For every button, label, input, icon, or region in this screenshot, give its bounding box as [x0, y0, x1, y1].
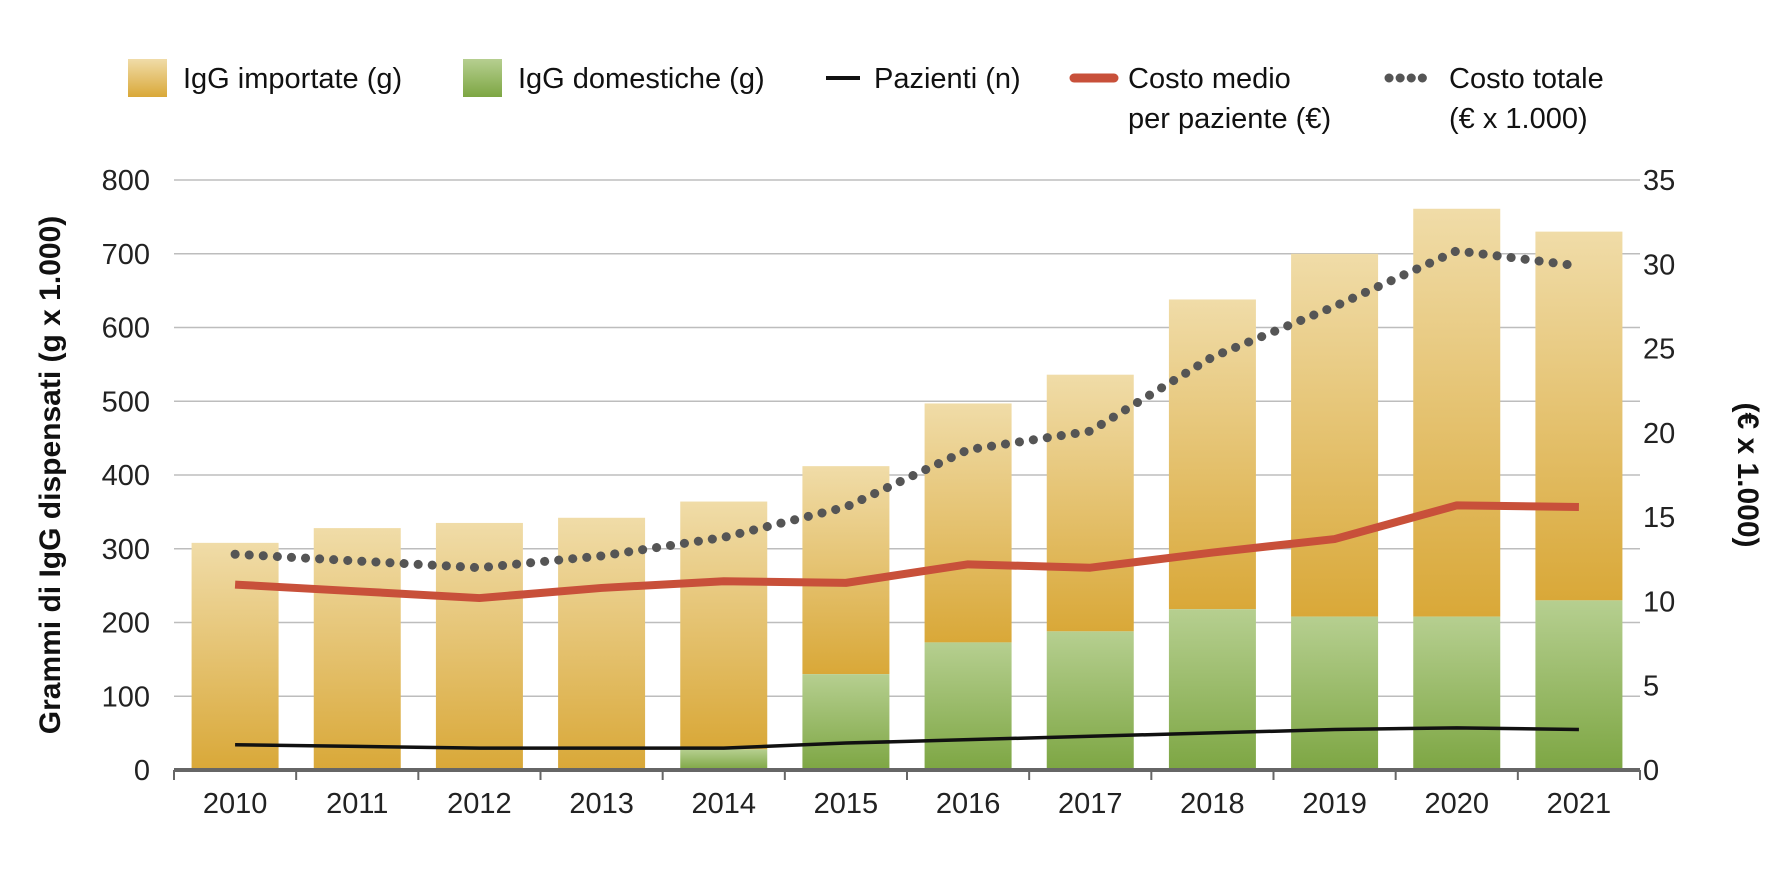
y2-tick-label: 5 [1643, 671, 1659, 703]
x-tick-label: 2015 [814, 788, 879, 820]
x-tick-label: 2013 [569, 788, 634, 820]
x-tick-label: 2017 [1058, 788, 1123, 820]
bar-imported-2010 [191, 542, 279, 770]
bar-domestic-2018 [1168, 609, 1256, 770]
x-tick-label: 2019 [1302, 788, 1367, 820]
legend-item-4: Costo medio per paziente (€) [1069, 63, 1331, 135]
bar-domestic-2014 [680, 749, 768, 770]
axes: 2010 2011 2012 2013 2014 2015 2016 2017 2018 2019… [102, 165, 1676, 820]
bar-domestic-2017 [1046, 631, 1134, 770]
bar-imported-2017 [1046, 374, 1134, 632]
legend-swatch [463, 59, 502, 97]
y-tick-label: 400 [102, 460, 150, 492]
y2-axis-title: (€ x 1.000) [1731, 402, 1764, 547]
x-tick-label: 2010 [203, 788, 268, 820]
bar-imported-2020 [1413, 208, 1501, 617]
y2-tick-label: 10 [1643, 586, 1675, 618]
y-tick-label: 700 [102, 239, 150, 271]
bar-imported-2012 [435, 522, 523, 770]
bar-imported-2021 [1535, 231, 1623, 601]
bar-imported-2019 [1291, 253, 1379, 617]
y-tick-label: 800 [102, 165, 150, 197]
gridlines [174, 179, 1640, 697]
bar-domestic-2015 [802, 674, 890, 770]
legend-item-3: Pazienti (n) [826, 63, 1021, 95]
x-tick-label: 2011 [326, 788, 388, 820]
y2-tick-label: 35 [1643, 165, 1675, 197]
legend-label: IgG importate (g) [183, 63, 402, 95]
series-line-2 [234, 501, 1579, 603]
bar-imported-2011 [313, 528, 401, 770]
y2-tick-label: 20 [1643, 418, 1675, 450]
legend: IgG importate (g) IgG domestiche (g) Pazie… [128, 59, 1604, 135]
legend-label: Costo totale [1449, 63, 1604, 95]
legend-label: (€ x 1.000) [1449, 103, 1588, 135]
x-tick-label: 2014 [691, 788, 756, 820]
bar-domestic-2020 [1413, 616, 1501, 770]
legend-item-1: IgG importate (g) [128, 59, 402, 97]
y-tick-label: 500 [102, 386, 150, 418]
series-line-3 [230, 246, 1584, 573]
legend-label: Costo medio [1128, 63, 1291, 95]
x-tick-label: 2018 [1180, 788, 1245, 820]
y-tick-label: 0 [134, 755, 150, 787]
y-axis-title: Grammi di IgG dispensati (g x 1.000) [34, 216, 67, 734]
legend-label: Pazienti (n) [874, 63, 1021, 95]
bar-imported-2018 [1168, 299, 1256, 610]
x-tick-label: 2016 [936, 788, 1001, 820]
bar-imported-2015 [802, 466, 890, 675]
series-lines [230, 246, 1584, 750]
y2-tick-label: 15 [1643, 502, 1675, 534]
legend-swatch [128, 59, 167, 97]
y-tick-label: 200 [102, 608, 150, 640]
bars [191, 208, 1623, 770]
y2-tick-label: 25 [1643, 334, 1675, 366]
legend-item-5: Costo totale (€ x 1.000) [1384, 63, 1604, 135]
y2-tick-label: 0 [1643, 755, 1659, 787]
y-tick-label: 600 [102, 313, 150, 345]
x-tick-label: 2021 [1547, 788, 1612, 820]
y-tick-label: 300 [102, 534, 150, 566]
bar-domestic-2016 [924, 642, 1012, 770]
y-tick-label: 100 [102, 681, 150, 713]
bar-imported-2016 [924, 403, 1012, 643]
x-tick-label: 2012 [447, 788, 512, 820]
x-tick-label: 2020 [1424, 788, 1489, 820]
legend-label: per paziente (€) [1128, 103, 1331, 135]
legend-item-2: IgG domestiche (g) [463, 59, 765, 97]
bar-domestic-2019 [1291, 616, 1379, 770]
series-line-1 [235, 726, 1579, 750]
legend-label: IgG domestiche (g) [518, 63, 765, 95]
y2-tick-label: 30 [1643, 249, 1675, 281]
bar-domestic-2021 [1535, 600, 1623, 770]
